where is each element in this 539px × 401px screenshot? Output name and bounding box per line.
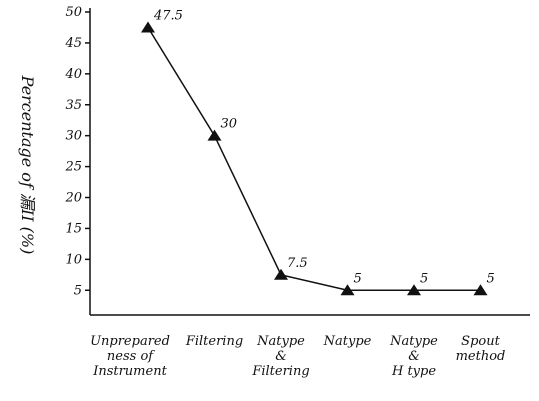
line [147,27,481,292]
marker [207,129,222,141]
y-tick-label: 50 [65,5,82,20]
y-axis-label: Percentage of 漏II (%) [18,75,37,255]
x-tick-label: Unprepared ness of Instrument [90,334,170,379]
x-tick-label: Spout method [456,334,506,364]
data-label: 47.5 [153,8,183,23]
marker [340,284,355,296]
marker [407,284,421,296]
y-tick-label: 30 [65,129,82,144]
y-tick-label: 40 [64,67,82,82]
x-tick-label: Filtering [185,334,243,349]
x-tick-label: Natype & H type [389,334,438,379]
y-tick-label: 20 [64,191,82,206]
x-tick-label: Natype & Filtering [251,334,309,379]
y-tick-label: 15 [65,221,82,236]
data-label: 5 [487,271,495,286]
y-tick-label: 35 [65,98,82,113]
data-label: 5 [420,271,428,286]
y-tick-label: 10 [65,252,82,267]
marker [473,284,488,296]
x-tick-label: Natype [323,334,372,349]
marker [274,268,288,280]
y-tick-label: 45 [64,36,82,51]
data-label: 7.5 [287,256,308,271]
y-tick-label: 25 [64,160,82,175]
y-tick-label: 5 [74,283,82,298]
data-label: 5 [354,271,362,286]
marker [141,21,155,33]
data-label: 30 [221,117,238,132]
